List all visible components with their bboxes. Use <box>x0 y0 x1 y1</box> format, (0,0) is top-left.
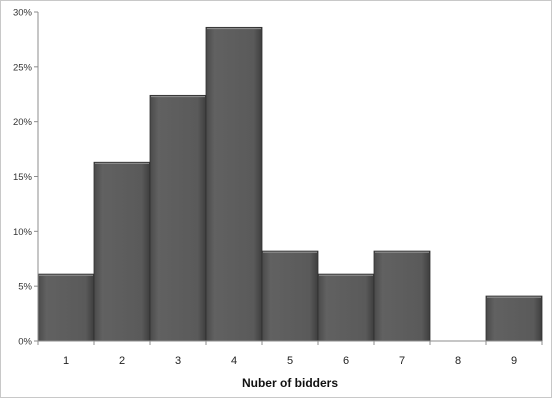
bar-5 <box>261 250 319 342</box>
y-tick-label: 5% <box>18 282 32 293</box>
x-tick-label: 8 <box>455 355 461 367</box>
bar-4 <box>205 26 263 342</box>
y-tick-label: 25% <box>13 62 33 73</box>
x-tick-label: 5 <box>287 355 293 367</box>
bars-layer <box>37 26 543 342</box>
bar-9 <box>485 295 543 342</box>
y-axis-ticks: 0% 5% 10% 15% 20% 25% 30% <box>13 8 38 348</box>
bar-1 <box>37 273 95 342</box>
x-tick-label: 6 <box>343 355 349 367</box>
x-tick-label: 2 <box>119 355 125 367</box>
bar-3 <box>149 94 207 342</box>
x-axis-labels: 1 2 3 4 5 6 7 8 9 <box>37 341 543 367</box>
bar-6 <box>317 273 375 342</box>
y-tick-label: 0% <box>18 337 32 348</box>
y-tick-label: 10% <box>13 227 33 238</box>
y-tick-label: 30% <box>13 8 33 19</box>
x-axis-title: Nuber of bidders <box>242 376 338 390</box>
bar-2 <box>93 161 151 342</box>
bar-7 <box>373 250 431 342</box>
y-tick-label: 20% <box>13 117 33 128</box>
x-tick-label: 7 <box>399 355 405 367</box>
x-tick-label: 3 <box>175 355 181 367</box>
y-tick-label: 15% <box>13 172 33 183</box>
x-tick-label: 4 <box>231 355 237 367</box>
x-tick-label: 9 <box>511 355 517 367</box>
x-tick-label: 1 <box>63 355 69 367</box>
